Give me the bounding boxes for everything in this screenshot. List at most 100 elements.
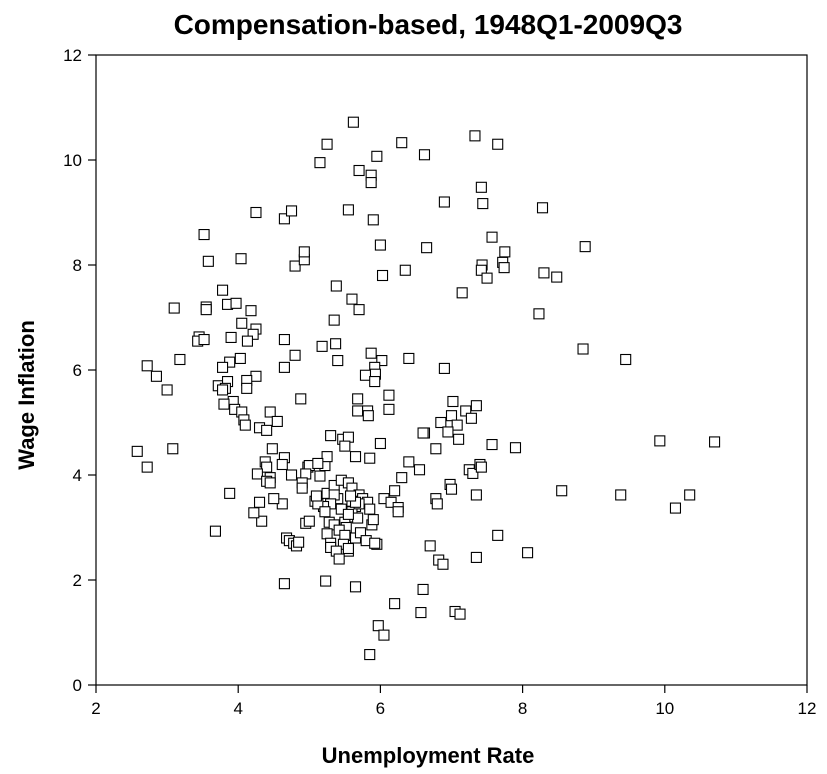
- x-axis-label: Unemployment Rate: [322, 743, 535, 768]
- data-point: [437, 558, 449, 570]
- data-point: [200, 304, 212, 316]
- data-point: [150, 370, 162, 382]
- data-point: [465, 412, 477, 424]
- data-point: [352, 512, 364, 524]
- y-axis-label: Wage Inflation: [14, 320, 39, 470]
- data-point: [298, 246, 310, 258]
- data-point: [470, 400, 482, 412]
- data-point: [445, 410, 458, 422]
- data-point: [332, 354, 344, 367]
- y-axis: 0 2 4 6 8 10 12: [63, 46, 96, 695]
- data-point: [615, 489, 627, 501]
- data-point: [403, 352, 415, 365]
- y-tick-label: 2: [73, 571, 82, 590]
- data-point: [141, 360, 153, 372]
- data-point: [342, 508, 354, 520]
- data-point: [376, 354, 388, 367]
- data-point: [310, 490, 322, 502]
- x-tick-label: 12: [798, 699, 817, 718]
- data-point: [396, 472, 408, 484]
- data-point: [417, 427, 429, 439]
- data-point: [538, 267, 550, 279]
- x-tick-label: 2: [91, 699, 100, 718]
- data-points: [131, 116, 721, 661]
- data-point: [374, 239, 386, 251]
- data-point: [364, 503, 376, 515]
- data-point: [250, 206, 262, 219]
- data-point: [451, 419, 463, 431]
- data-point: [509, 442, 522, 454]
- data-point: [285, 205, 298, 217]
- data-point: [470, 551, 482, 563]
- data-point: [325, 430, 337, 442]
- data-point: [289, 260, 301, 272]
- data-point: [460, 405, 472, 417]
- data-point: [235, 253, 247, 265]
- data-point: [174, 353, 186, 366]
- data-point: [202, 255, 214, 267]
- x-axis: 2 4 6 8 10 12: [91, 685, 816, 718]
- data-point: [303, 515, 315, 527]
- data-point: [435, 416, 447, 429]
- data-point: [247, 328, 259, 340]
- data-point: [217, 361, 229, 373]
- x-tick-label: 4: [233, 699, 242, 718]
- data-point: [224, 487, 236, 499]
- data-point: [320, 575, 332, 587]
- data-point: [399, 264, 411, 276]
- data-point: [492, 529, 504, 541]
- data-point: [438, 196, 450, 208]
- data-point: [499, 246, 511, 258]
- data-point: [266, 443, 278, 455]
- data-point: [383, 389, 395, 401]
- data-point: [161, 384, 173, 396]
- data-point: [620, 353, 632, 366]
- data-point: [353, 304, 365, 316]
- data-point: [438, 362, 450, 374]
- data-point: [376, 269, 389, 282]
- data-point: [253, 496, 266, 508]
- plot-frame: [95, 54, 808, 686]
- data-point: [245, 305, 257, 317]
- y-tick-label: 10: [63, 151, 82, 170]
- data-point: [369, 375, 381, 388]
- data-point: [522, 547, 534, 559]
- data-point: [533, 308, 545, 320]
- data-point: [475, 461, 487, 473]
- data-point: [198, 333, 210, 346]
- data-point: [654, 435, 666, 447]
- data-point: [456, 287, 468, 299]
- data-point: [536, 202, 549, 214]
- data-point: [321, 138, 333, 150]
- data-point: [424, 540, 436, 552]
- data-point: [492, 138, 504, 150]
- data-point: [314, 157, 326, 169]
- data-point: [289, 349, 301, 361]
- x-tick-label: 6: [376, 699, 385, 718]
- data-point: [389, 485, 401, 497]
- data-point: [295, 393, 307, 405]
- data-point: [353, 164, 365, 177]
- data-point: [217, 284, 229, 296]
- data-point: [551, 271, 563, 283]
- x-tick-label: 10: [655, 699, 674, 718]
- data-point: [453, 433, 465, 445]
- data-point: [417, 583, 429, 596]
- data-point: [321, 528, 333, 540]
- data-point: [293, 536, 305, 548]
- data-point: [421, 242, 433, 254]
- data-point: [352, 393, 364, 405]
- data-point: [167, 443, 179, 455]
- data-point: [344, 490, 357, 502]
- data-point: [475, 181, 487, 193]
- data-point: [225, 331, 237, 344]
- data-point: [364, 648, 376, 661]
- data-point: [415, 606, 427, 619]
- data-point: [347, 116, 359, 128]
- data-point: [352, 405, 364, 417]
- data-point: [442, 426, 454, 438]
- data-point: [316, 340, 328, 352]
- data-point: [239, 419, 251, 431]
- data-point: [330, 338, 342, 350]
- data-point: [141, 461, 153, 473]
